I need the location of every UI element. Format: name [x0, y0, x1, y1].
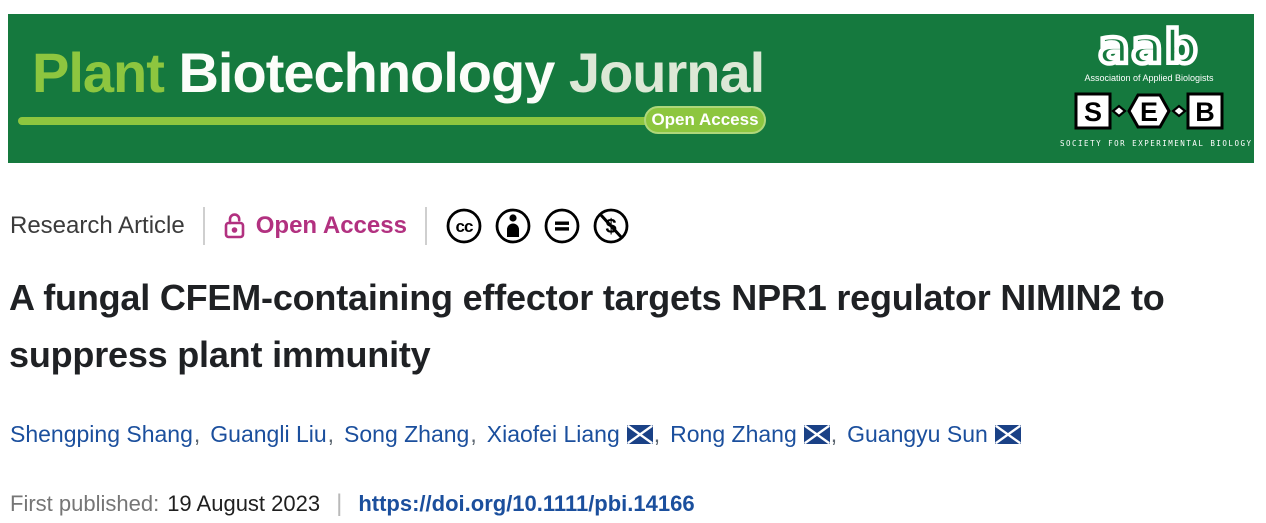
- no-derivatives-equals-icon[interactable]: [543, 207, 581, 245]
- divider: [424, 207, 427, 245]
- divider: |: [336, 490, 343, 517]
- publication-date: 19 August 2023: [167, 491, 321, 516]
- author-link[interactable]: Song Zhang: [344, 421, 470, 447]
- cc-icon[interactable]: cc: [445, 207, 483, 245]
- email-envelope-icon[interactable]: [803, 425, 830, 444]
- open-access-label: Open Access: [255, 212, 407, 239]
- journal-banner: Plant Biotechnology Journal Open Access …: [8, 14, 1254, 163]
- svg-text:cc: cc: [455, 217, 472, 236]
- doi-link[interactable]: https://doi.org/10.1111/pbi.14166: [358, 491, 695, 516]
- author-link[interactable]: Guangli Liu: [210, 421, 327, 447]
- seb-logo: S E B: [1060, 91, 1238, 136]
- journal-logo-word-plant: Plant: [32, 41, 165, 104]
- email-envelope-icon[interactable]: [994, 425, 1021, 444]
- journal-logo: Plant Biotechnology Journal: [32, 40, 765, 105]
- author: Rong Zhang: [670, 421, 847, 448]
- aab-logo-name: Association of Applied Biologists: [1084, 73, 1214, 83]
- author-link[interactable]: Guangyu Sun: [847, 421, 988, 447]
- banner-rule: [18, 117, 650, 125]
- author: Song Zhang: [344, 421, 487, 448]
- attribution-person-icon[interactable]: [494, 207, 532, 245]
- journal-logo-word-journal: Journal: [568, 41, 765, 104]
- license-icons: cc $: [445, 207, 630, 245]
- svg-text:E: E: [1140, 97, 1158, 127]
- non-commercial-dollar-icon[interactable]: $: [592, 207, 630, 245]
- first-published-label: First published:: [10, 491, 160, 516]
- publication-info-row: First published: 19 August 2023 | https:…: [10, 490, 695, 518]
- journal-logo-word-biotechnology: Biotechnology: [163, 41, 569, 104]
- author-list: Shengping Shang Guangli Liu Song Zhang X…: [10, 421, 1021, 448]
- article-title: A fungal CFEM-containing effector target…: [9, 277, 1165, 375]
- author-link[interactable]: Rong Zhang: [670, 421, 797, 447]
- aab-logo: aab: [1096, 20, 1200, 74]
- article-type-label: Research Article: [10, 212, 185, 239]
- divider: [202, 207, 205, 245]
- author: Shengping Shang: [10, 421, 210, 448]
- svg-text:S: S: [1084, 97, 1102, 127]
- seb-logo-name: SOCIETY FOR EXPERIMENTAL BIOLOGY: [1060, 139, 1253, 148]
- svg-text:B: B: [1195, 97, 1215, 127]
- open-lock-icon: [223, 211, 246, 241]
- author: Guangli Liu: [210, 421, 344, 448]
- author-link[interactable]: Xiaofei Liang: [486, 421, 620, 447]
- article-meta-row: Research Article Open Access cc $: [10, 203, 630, 249]
- author-link[interactable]: Shengping Shang: [10, 421, 193, 447]
- open-access-pill-badge: Open Access: [644, 106, 766, 134]
- society-logos: aab Association of Applied Biologists S …: [1060, 20, 1253, 148]
- author: Guangyu Sun: [847, 421, 1021, 448]
- email-envelope-icon[interactable]: [626, 425, 653, 444]
- author: Xiaofei Liang: [487, 421, 670, 448]
